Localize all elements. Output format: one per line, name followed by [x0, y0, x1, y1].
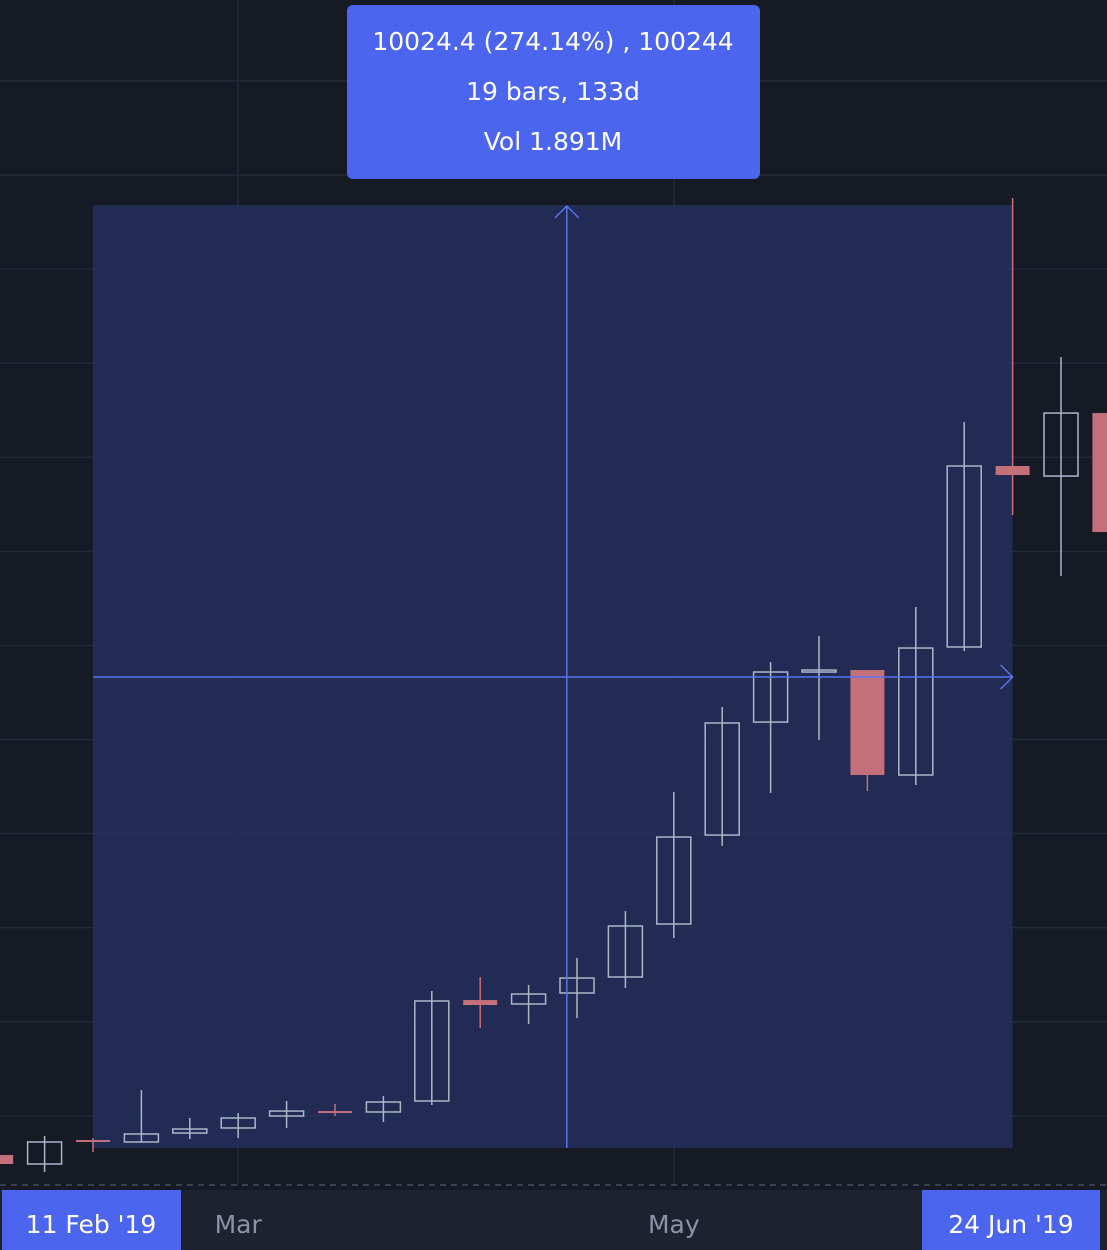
candle-body	[0, 1154, 14, 1165]
candle-body	[850, 670, 885, 776]
candle-body	[172, 1128, 208, 1134]
range-date-label: 24 Jun '19	[948, 1210, 1073, 1239]
range-date-label: 11 Feb '19	[26, 1210, 157, 1239]
measure-tooltip	[347, 5, 760, 179]
candle-body	[752, 671, 789, 723]
candle-body	[220, 1117, 256, 1129]
x-tick-label: Mar	[215, 1210, 263, 1239]
candle-body	[1043, 412, 1079, 477]
candle-body	[318, 1111, 352, 1114]
arrow-head	[1000, 664, 1014, 690]
candle-body	[995, 466, 1030, 476]
candle-body	[656, 836, 692, 925]
time-axis-labels: 11 Feb '19 Mar May 24 Jun '19	[2, 1190, 1100, 1250]
candle-body	[510, 993, 547, 1005]
tooltip-line: 10024.4 (274.14%) , 100244	[372, 27, 733, 56]
candle-body	[26, 1141, 63, 1165]
candle-body	[365, 1101, 402, 1113]
candle-body	[801, 669, 837, 673]
tooltip-line: Vol 1.891M	[484, 127, 623, 156]
candle-body	[1092, 413, 1107, 533]
candle-body	[268, 1110, 305, 1117]
candle-body	[898, 647, 934, 776]
candle-body	[463, 1000, 498, 1006]
tooltip-line: 19 bars, 133d	[466, 77, 640, 106]
candle-body	[123, 1133, 160, 1143]
candle-body	[946, 465, 982, 648]
x-tick-label: May	[648, 1210, 700, 1239]
candle-body	[607, 925, 644, 978]
range-date-badge	[922, 1190, 1100, 1250]
candle-body	[559, 977, 595, 994]
range-date-badge	[2, 1190, 181, 1250]
candle-body	[76, 1140, 110, 1143]
candle-body	[704, 722, 740, 836]
candle-body	[414, 1000, 450, 1102]
candles	[0, 198, 1107, 1172]
arrow-head	[554, 204, 580, 219]
